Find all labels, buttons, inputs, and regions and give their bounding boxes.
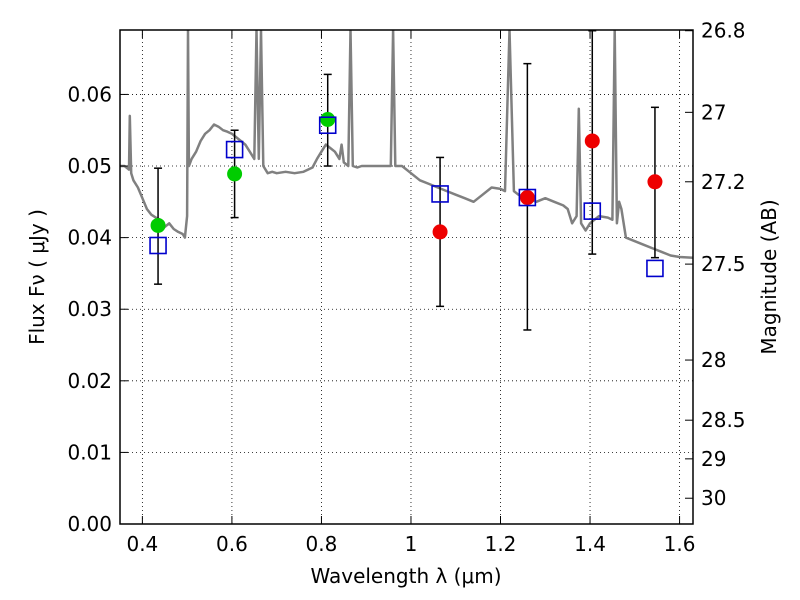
x-tick-label: 1.2	[485, 532, 517, 556]
open-square-point	[583, 202, 602, 220]
magnitude-tick-label: 27.2	[701, 170, 746, 194]
marker-layer	[149, 111, 664, 278]
y-tick-label: 0.03	[67, 297, 112, 321]
y-tick-label: 0.02	[67, 369, 112, 393]
x-tick-label: 1.6	[664, 532, 696, 556]
magnitude-tick-label: 28	[701, 348, 726, 372]
open-square-point	[149, 236, 167, 255]
x-tick-label: 1	[405, 532, 418, 556]
magnitude-tick-label: 27.5	[701, 252, 746, 276]
open-square-point	[318, 116, 337, 135]
y-tick-label: 0.06	[67, 82, 112, 106]
model-spectrum-layer	[120, 30, 693, 259]
red-circle-point	[647, 174, 663, 190]
red-circle-point	[519, 190, 535, 206]
x-tick-label: 0.4	[126, 532, 158, 556]
y-tick-label: 0.00	[67, 512, 112, 536]
magnitude-tick-label: 30	[701, 486, 726, 510]
y-tick-label: 0.04	[67, 226, 112, 250]
open-square-point	[225, 140, 244, 159]
magnitude-tick-label: 28.5	[701, 408, 746, 432]
plot-background	[120, 30, 693, 524]
green-circle-point	[150, 217, 166, 233]
open-square-point	[646, 259, 664, 278]
x-tick-label: 0.6	[216, 532, 248, 556]
magnitude-axis-title: Magnitude (AB)	[757, 199, 781, 354]
green-circle-point	[320, 111, 336, 127]
model-spectrum-line	[120, 30, 693, 259]
x-tick-label: 0.8	[306, 532, 338, 556]
magnitude-tick-label: 27	[701, 100, 726, 124]
axis-ticks: 0.4 0.6 0.8 1 1.2 1.4 1.6 0.00 0.01 0.02 0.03 0.04 0…	[67, 19, 745, 556]
y-axis-title: Flux Fν ( μJy )	[25, 209, 49, 345]
open-square-point	[518, 188, 537, 207]
y-tick-label: 0.01	[67, 440, 112, 464]
x-axis-title: Wavelength λ (μm)	[310, 564, 501, 588]
y-tick-label: 0.05	[67, 154, 112, 178]
red-circle-point	[584, 133, 600, 149]
x-tick-label: 1.4	[574, 532, 606, 556]
red-circle-point	[432, 224, 448, 240]
green-circle-point	[227, 166, 243, 182]
magnitude-tick-label: 29	[701, 447, 726, 471]
magnitude-tick-label: 26.8	[701, 19, 746, 43]
plot-frame	[119, 29, 694, 525]
open-square-point	[431, 185, 449, 203]
